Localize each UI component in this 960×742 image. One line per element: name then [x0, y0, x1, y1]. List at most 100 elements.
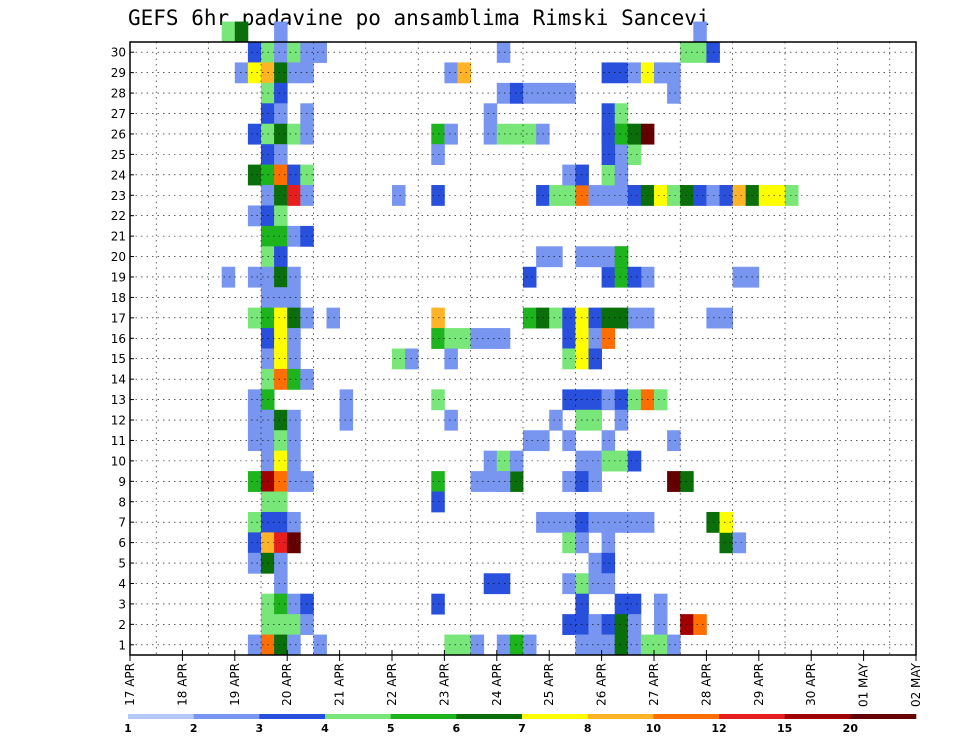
heatmap-cell [274, 164, 288, 186]
heatmap-cell [627, 266, 642, 288]
plot-frame [129, 41, 917, 656]
heatmap-cell [287, 328, 301, 349]
y-tick-label: 6 [118, 536, 126, 550]
heatmap-cell [444, 409, 458, 431]
heatmap-cell [719, 511, 733, 533]
heatmap-cell [614, 409, 629, 431]
chart-title: GEFS 6hr padavine po ansamblima Rimski S… [128, 6, 710, 30]
y-tick-label: 20 [111, 250, 126, 264]
heatmap-cell [483, 471, 498, 492]
heatmap-cell [614, 164, 629, 186]
legend-swatch [719, 714, 785, 719]
heatmap-cell [287, 307, 301, 329]
heatmap-cell [444, 348, 458, 370]
y-tick-label: 9 [118, 475, 126, 489]
heatmap-cell [274, 491, 288, 513]
legend-swatch [128, 714, 194, 719]
y-tick-label: 22 [111, 209, 126, 223]
heatmap-cell [588, 471, 602, 492]
heatmap-cell [274, 450, 288, 472]
heatmap-cell [693, 21, 707, 43]
legend-swatch [325, 714, 391, 719]
heatmap-cell [732, 532, 747, 554]
heatmap-cell [247, 307, 262, 329]
heatmap-cell [287, 123, 301, 145]
heatmap-cell [601, 246, 616, 268]
heatmap-cell [771, 185, 786, 206]
y-tick-label: 4 [118, 577, 126, 591]
heatmap-cell [601, 164, 616, 186]
y-axis: 1234567891011121314151617181920212223242… [111, 46, 134, 652]
heatmap-cell [274, 246, 288, 268]
x-tick-label: 24 APR [490, 663, 504, 706]
heatmap-cell [287, 368, 301, 390]
heatmap-cell [326, 307, 340, 329]
heatmap-cell [601, 144, 616, 165]
heatmap-cell [483, 328, 498, 349]
heatmap-cell [247, 205, 262, 227]
heatmap-cell [523, 634, 537, 656]
heatmap-cell [274, 144, 288, 165]
heatmap-cell [274, 614, 288, 635]
heatmap-cell [313, 634, 327, 656]
heatmap-cell [392, 348, 406, 370]
y-tick-label: 24 [111, 168, 126, 182]
heatmap-cell [693, 42, 707, 63]
heatmap-cell [562, 185, 576, 206]
heatmap-cell [287, 287, 301, 309]
x-tick-label: 30 APR [804, 663, 818, 706]
heatmap-cell [274, 552, 288, 574]
heatmap-cell [588, 328, 602, 349]
heatmap-cell [588, 307, 602, 329]
heatmap-cell [496, 573, 511, 595]
heatmap-cell [274, 185, 288, 206]
x-tick-label: 26 APR [595, 663, 609, 706]
heatmap-cell [732, 185, 747, 206]
y-tick-label: 7 [118, 516, 126, 530]
heatmap-cell [247, 266, 262, 288]
heatmap-cell [444, 634, 458, 656]
heatmap-cell [601, 552, 616, 574]
heatmap-cell [562, 328, 576, 349]
heatmap-cell [627, 614, 642, 635]
heatmap-cell [562, 471, 576, 492]
heatmap-cell [483, 450, 498, 472]
heatmap-cell [588, 450, 602, 472]
heatmap-cell [654, 62, 668, 84]
heatmap-cell [247, 532, 262, 554]
heatmap-cell [719, 185, 733, 206]
heatmap-cell [588, 634, 602, 656]
heatmap-cell [457, 328, 471, 349]
heatmap-cell [614, 266, 629, 288]
heatmap-cell [601, 185, 616, 206]
heatmap-cell [274, 103, 288, 125]
y-tick-label: 21 [111, 230, 126, 244]
heatmap-cell [562, 532, 576, 554]
heatmap-cell [627, 389, 642, 411]
heatmap-cell [523, 123, 537, 145]
heatmap-cell [496, 450, 511, 472]
heatmap-cell [654, 389, 668, 411]
heatmap-cell [614, 634, 629, 656]
heatmap-cell [549, 82, 563, 104]
y-tick-label: 25 [111, 148, 126, 162]
heatmap-cell [247, 409, 262, 431]
x-axis: 17 APR 18 APR 19 APR 20 APR 21 APR 22 APR 23 A… [123, 650, 923, 707]
heatmap-cell [274, 511, 288, 533]
legend-swatch [522, 714, 588, 719]
heatmap-cell [523, 266, 537, 288]
heatmap-cell [601, 634, 616, 656]
heatmap-cell [588, 573, 602, 595]
legend-swatch [390, 714, 457, 719]
heatmap-cell [614, 144, 629, 165]
heatmap-cell [274, 430, 288, 452]
legend-swatch [784, 714, 851, 719]
y-tick-label: 8 [118, 495, 126, 509]
heatmap-cell [287, 450, 301, 472]
legend-label: 5 [387, 722, 395, 735]
heatmap-cell [523, 307, 537, 329]
heatmap-cell [627, 511, 642, 533]
heatmap-cell [614, 389, 629, 411]
heatmap-cell [719, 307, 733, 329]
